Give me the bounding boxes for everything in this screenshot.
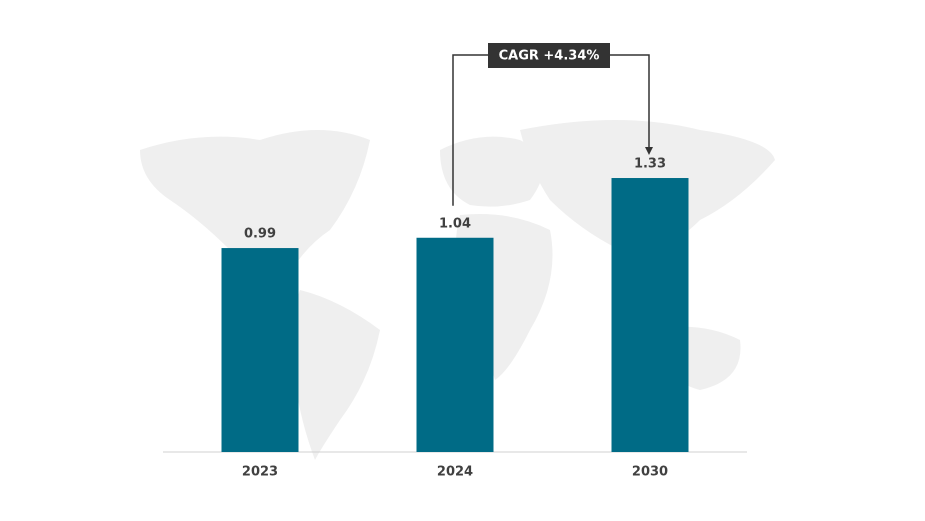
value-label: 0.99 — [244, 227, 276, 242]
bar — [416, 237, 494, 452]
arrow-head — [645, 147, 653, 156]
bar — [221, 248, 299, 452]
annotation: CAGR +4.34% — [499, 49, 600, 64]
bar — [611, 178, 689, 452]
x-tick-label: 2024 — [437, 465, 473, 480]
value-label: 1.33 — [634, 157, 666, 172]
cagr-bracket: CAGR +4.34% — [452, 43, 653, 206]
x-tick-label: 2030 — [632, 465, 668, 480]
annotation-box — [488, 43, 610, 68]
value-label: 1.04 — [439, 216, 471, 231]
x-tick-label: 2023 — [242, 465, 278, 480]
